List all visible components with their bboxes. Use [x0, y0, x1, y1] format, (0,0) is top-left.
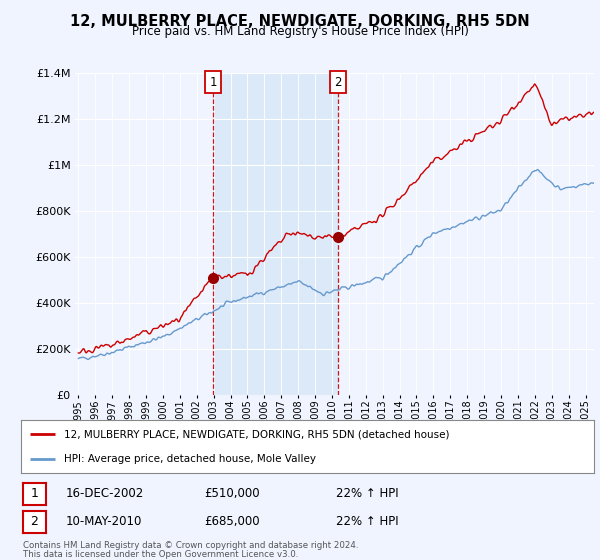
Text: 22% ↑ HPI: 22% ↑ HPI [336, 487, 398, 501]
Text: HPI: Average price, detached house, Mole Valley: HPI: Average price, detached house, Mole… [64, 454, 316, 464]
Text: This data is licensed under the Open Government Licence v3.0.: This data is licensed under the Open Gov… [23, 550, 298, 559]
Text: 12, MULBERRY PLACE, NEWDIGATE, DORKING, RH5 5DN (detached house): 12, MULBERRY PLACE, NEWDIGATE, DORKING, … [64, 430, 449, 440]
Text: 1: 1 [209, 76, 217, 88]
Text: 1: 1 [30, 487, 38, 501]
Text: 16-DEC-2002: 16-DEC-2002 [66, 487, 144, 501]
Text: 12, MULBERRY PLACE, NEWDIGATE, DORKING, RH5 5DN: 12, MULBERRY PLACE, NEWDIGATE, DORKING, … [70, 14, 530, 29]
Text: 22% ↑ HPI: 22% ↑ HPI [336, 515, 398, 529]
Text: Price paid vs. HM Land Registry's House Price Index (HPI): Price paid vs. HM Land Registry's House … [131, 25, 469, 38]
Text: 2: 2 [30, 515, 38, 529]
Bar [213, 73, 338, 395]
Text: Contains HM Land Registry data © Crown copyright and database right 2024.: Contains HM Land Registry data © Crown c… [23, 541, 358, 550]
Text: £510,000: £510,000 [204, 487, 260, 501]
Text: £685,000: £685,000 [204, 515, 260, 529]
Text: 10-MAY-2010: 10-MAY-2010 [66, 515, 142, 529]
Text: 2: 2 [334, 76, 342, 88]
